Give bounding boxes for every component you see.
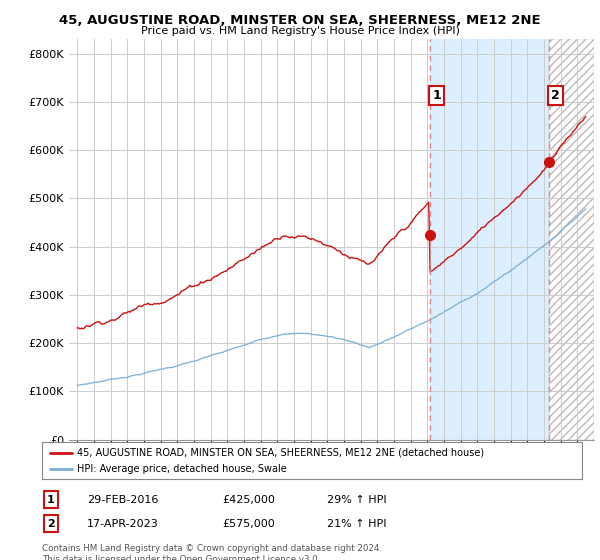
Text: £575,000: £575,000 <box>222 519 275 529</box>
Text: 17-APR-2023: 17-APR-2023 <box>87 519 159 529</box>
Text: 29-FEB-2016: 29-FEB-2016 <box>87 494 158 505</box>
Text: 29% ↑ HPI: 29% ↑ HPI <box>327 494 386 505</box>
Text: 2: 2 <box>47 519 55 529</box>
Text: Contains HM Land Registry data © Crown copyright and database right 2024.
This d: Contains HM Land Registry data © Crown c… <box>42 544 382 560</box>
Bar <box>549 39 594 440</box>
Text: 2: 2 <box>551 88 560 102</box>
Text: 1: 1 <box>47 494 55 505</box>
Text: 1: 1 <box>433 88 441 102</box>
Text: Price paid vs. HM Land Registry's House Price Index (HPI): Price paid vs. HM Land Registry's House … <box>140 26 460 36</box>
Text: 45, AUGUSTINE ROAD, MINSTER ON SEA, SHEERNESS, ME12 2NE: 45, AUGUSTINE ROAD, MINSTER ON SEA, SHEE… <box>59 14 541 27</box>
Text: HPI: Average price, detached house, Swale: HPI: Average price, detached house, Swal… <box>77 464 287 474</box>
Text: £425,000: £425,000 <box>222 494 275 505</box>
Bar <box>430 39 549 440</box>
Text: 45, AUGUSTINE ROAD, MINSTER ON SEA, SHEERNESS, ME12 2NE (detached house): 45, AUGUSTINE ROAD, MINSTER ON SEA, SHEE… <box>77 447 484 458</box>
Text: 21% ↑ HPI: 21% ↑ HPI <box>327 519 386 529</box>
